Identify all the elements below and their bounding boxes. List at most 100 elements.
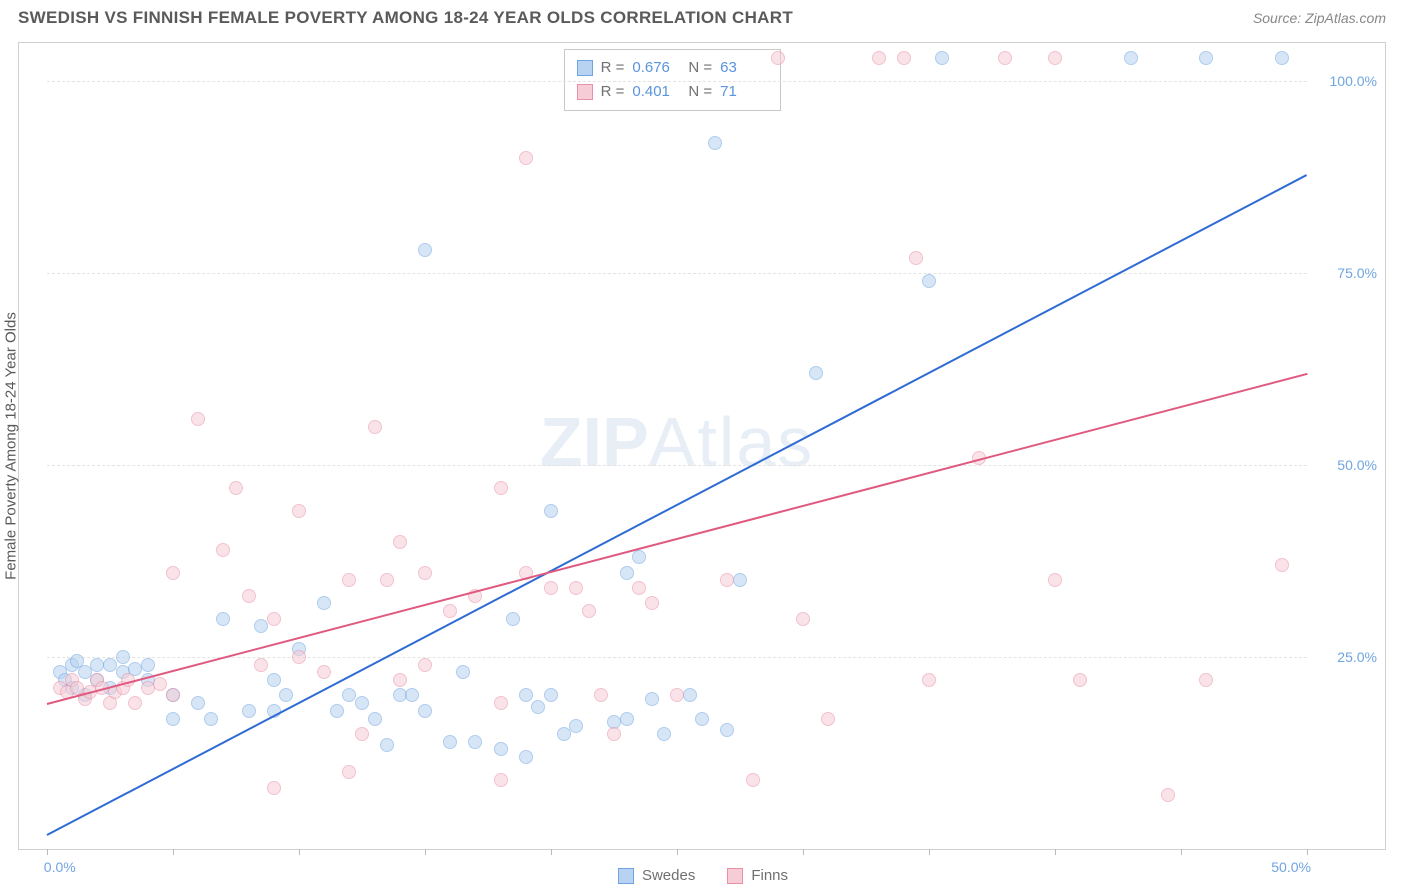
stats-legend-box: R =0.676N =63R =0.401N =71 <box>564 49 782 111</box>
scatter-point <box>380 738 394 752</box>
stat-n-value: 63 <box>720 56 768 80</box>
y-tick-label: 25.0% <box>1337 649 1377 665</box>
scatter-point <box>494 773 508 787</box>
scatter-point <box>342 765 356 779</box>
scatter-point <box>443 604 457 618</box>
scatter-point <box>1048 51 1062 65</box>
scatter-point <box>872 51 886 65</box>
scatter-point <box>645 692 659 706</box>
scatter-point <box>506 612 520 626</box>
scatter-point <box>645 596 659 610</box>
stat-label: N = <box>688 80 712 104</box>
scatter-point <box>242 589 256 603</box>
legend-item: Finns <box>727 867 788 884</box>
scatter-point <box>355 696 369 710</box>
scatter-point <box>582 604 596 618</box>
scatter-point <box>557 727 571 741</box>
bottom-legend: Swedes Finns <box>0 867 1406 884</box>
scatter-point <box>317 596 331 610</box>
scatter-point <box>897 51 911 65</box>
gridline <box>47 81 1307 82</box>
source-label: Source: ZipAtlas.com <box>1253 10 1386 26</box>
scatter-point <box>1161 788 1175 802</box>
scatter-point <box>242 704 256 718</box>
scatter-point <box>267 673 281 687</box>
scatter-point <box>342 573 356 587</box>
x-tick <box>803 849 804 855</box>
scatter-point <box>720 573 734 587</box>
scatter-point <box>116 650 130 664</box>
scatter-point <box>746 773 760 787</box>
x-tick <box>173 849 174 855</box>
x-tick <box>1055 849 1056 855</box>
scatter-point <box>544 688 558 702</box>
plot-area: ZIPAtlas R =0.676N =63R =0.401N =71 25.0… <box>47 43 1307 849</box>
scatter-point <box>1124 51 1138 65</box>
legend-label: Swedes <box>642 867 695 884</box>
scatter-point <box>166 688 180 702</box>
x-tick <box>677 849 678 855</box>
scatter-point <box>405 688 419 702</box>
scatter-point <box>418 566 432 580</box>
scatter-point <box>1073 673 1087 687</box>
scatter-point <box>922 673 936 687</box>
y-tick-label: 100.0% <box>1330 73 1377 89</box>
scatter-point <box>569 719 583 733</box>
legend-swatch <box>577 60 593 76</box>
scatter-point <box>191 696 205 710</box>
scatter-point <box>544 581 558 595</box>
stat-row: R =0.676N =63 <box>577 56 769 80</box>
scatter-point <box>204 712 218 726</box>
scatter-point <box>153 677 167 691</box>
scatter-point <box>909 251 923 265</box>
stat-n-value: 71 <box>720 80 768 104</box>
scatter-point <box>821 712 835 726</box>
stat-r-value: 0.676 <box>632 56 680 80</box>
scatter-point <box>380 573 394 587</box>
scatter-point <box>418 658 432 672</box>
scatter-point <box>141 658 155 672</box>
scatter-point <box>683 688 697 702</box>
stat-r-value: 0.401 <box>632 80 680 104</box>
scatter-point <box>191 412 205 426</box>
x-tick <box>1307 849 1308 855</box>
scatter-point <box>695 712 709 726</box>
scatter-point <box>620 566 634 580</box>
scatter-point <box>267 781 281 795</box>
gridline <box>47 465 1307 466</box>
scatter-point <box>922 274 936 288</box>
x-tick <box>1181 849 1182 855</box>
scatter-point <box>998 51 1012 65</box>
scatter-point <box>355 727 369 741</box>
scatter-point <box>494 696 508 710</box>
scatter-point <box>330 704 344 718</box>
scatter-point <box>670 688 684 702</box>
scatter-point <box>254 658 268 672</box>
scatter-point <box>494 481 508 495</box>
scatter-point <box>468 735 482 749</box>
scatter-point <box>657 727 671 741</box>
scatter-point <box>456 665 470 679</box>
watermark: ZIPAtlas <box>540 402 815 482</box>
scatter-point <box>229 481 243 495</box>
scatter-point <box>128 696 142 710</box>
scatter-point <box>418 243 432 257</box>
x-tick <box>929 849 930 855</box>
scatter-point <box>1275 51 1289 65</box>
scatter-point <box>632 550 646 564</box>
y-tick-label: 50.0% <box>1337 457 1377 473</box>
stat-label: R = <box>601 80 625 104</box>
scatter-point <box>620 712 634 726</box>
x-tick <box>299 849 300 855</box>
legend-item: Swedes <box>618 867 695 884</box>
scatter-point <box>594 688 608 702</box>
x-tick <box>47 849 48 855</box>
scatter-point <box>708 136 722 150</box>
scatter-point <box>267 612 281 626</box>
chart-container: Female Poverty Among 18-24 Year Olds ZIP… <box>18 42 1386 850</box>
scatter-point <box>771 51 785 65</box>
stat-label: R = <box>601 56 625 80</box>
scatter-point <box>1275 558 1289 572</box>
scatter-point <box>393 673 407 687</box>
scatter-point <box>279 688 293 702</box>
